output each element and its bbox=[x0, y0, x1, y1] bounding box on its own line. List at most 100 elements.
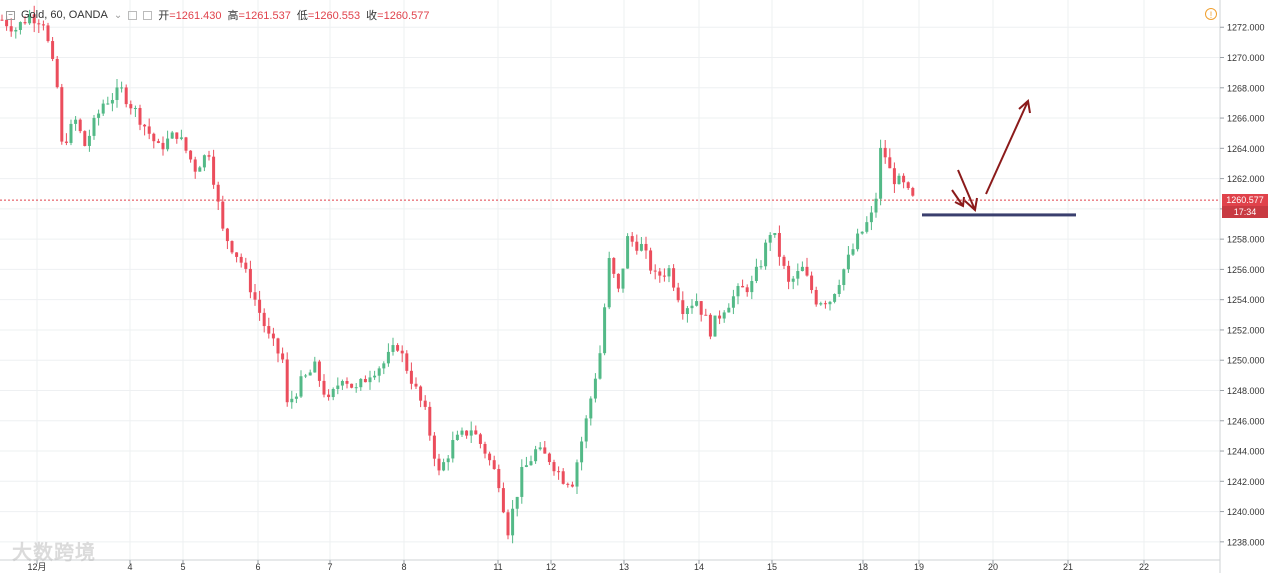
candle-body bbox=[819, 303, 823, 305]
candle-body bbox=[400, 350, 404, 354]
candle-body bbox=[101, 103, 105, 114]
candle bbox=[492, 455, 496, 470]
candle-body bbox=[106, 103, 110, 105]
candle bbox=[561, 468, 565, 485]
candle bbox=[64, 133, 68, 146]
visibility-square-icon[interactable] bbox=[143, 10, 153, 20]
candle-body bbox=[414, 383, 418, 387]
candle-body bbox=[179, 137, 183, 139]
candle bbox=[658, 267, 662, 283]
candle-body bbox=[814, 290, 818, 305]
drawings[interactable] bbox=[922, 99, 1076, 217]
candle bbox=[41, 20, 45, 31]
candle-body bbox=[281, 353, 285, 360]
candle bbox=[18, 21, 22, 35]
candle bbox=[110, 93, 114, 112]
candle bbox=[69, 119, 73, 146]
candle-body bbox=[409, 370, 413, 384]
candle-body bbox=[773, 233, 777, 235]
candle-body bbox=[55, 58, 59, 88]
candle-body bbox=[759, 266, 763, 268]
settings-square-icon[interactable] bbox=[128, 10, 138, 20]
candle-body bbox=[782, 256, 786, 266]
candle-body bbox=[869, 212, 873, 223]
candle-body bbox=[902, 175, 906, 183]
time-tick-label: 12月 bbox=[27, 562, 46, 572]
candle bbox=[322, 374, 326, 398]
candle bbox=[78, 118, 82, 134]
candle-body bbox=[635, 241, 639, 251]
candle-body bbox=[911, 188, 915, 196]
trend-arrow-down-2[interactable] bbox=[951, 189, 964, 207]
candle bbox=[906, 181, 910, 190]
candle bbox=[552, 459, 556, 476]
candle bbox=[639, 237, 643, 252]
candle-body bbox=[212, 156, 216, 185]
candle-body bbox=[368, 377, 372, 383]
candle-body bbox=[225, 228, 229, 242]
candle bbox=[869, 206, 873, 231]
symbol-label[interactable]: Gold, 60, OANDA bbox=[21, 9, 108, 21]
candle bbox=[787, 260, 791, 290]
low-value: =1260.553 bbox=[307, 10, 361, 22]
candle bbox=[317, 359, 321, 387]
candle bbox=[212, 149, 216, 189]
candle-body bbox=[607, 258, 611, 308]
candle bbox=[469, 421, 473, 443]
trend-arrow-up[interactable] bbox=[985, 100, 1029, 195]
candle-body bbox=[32, 14, 36, 24]
candle-body bbox=[244, 262, 248, 269]
candle-body bbox=[534, 449, 538, 462]
candle-body bbox=[524, 465, 528, 467]
open-value: =1261.430 bbox=[169, 10, 222, 22]
time-tick-label: 6 bbox=[255, 562, 260, 572]
candle-body bbox=[5, 19, 9, 27]
candle bbox=[773, 232, 777, 238]
candle bbox=[138, 104, 142, 131]
candle-body bbox=[768, 234, 772, 243]
candle-body bbox=[391, 345, 395, 352]
candle bbox=[612, 257, 616, 278]
candle bbox=[46, 22, 50, 43]
candle bbox=[570, 481, 574, 488]
support-line[interactable] bbox=[922, 213, 1076, 217]
collapse-icon[interactable]: − bbox=[6, 10, 15, 20]
close-value: =1260.577 bbox=[377, 10, 430, 22]
candle bbox=[607, 251, 611, 310]
candle bbox=[198, 165, 202, 172]
candle bbox=[796, 263, 800, 286]
candle bbox=[754, 258, 758, 284]
candle bbox=[55, 55, 59, 89]
candle bbox=[414, 377, 418, 390]
chevron-down-icon[interactable]: ⌄ bbox=[113, 9, 123, 21]
candle bbox=[143, 123, 147, 136]
candle-body bbox=[469, 430, 473, 436]
candle bbox=[722, 310, 726, 323]
candle-body bbox=[506, 512, 510, 536]
candle-body bbox=[474, 430, 478, 435]
candle-body bbox=[350, 383, 354, 388]
candle-body bbox=[9, 26, 13, 32]
candle bbox=[575, 459, 579, 494]
trend-arrow-down-1[interactable] bbox=[957, 169, 976, 211]
candle-body bbox=[750, 281, 754, 293]
candle-body bbox=[235, 252, 239, 257]
info-icon[interactable]: ! bbox=[1205, 8, 1217, 20]
candle-body bbox=[133, 108, 137, 110]
candle-body bbox=[874, 198, 878, 213]
candle bbox=[750, 275, 754, 300]
candle bbox=[534, 445, 538, 464]
candle bbox=[14, 27, 18, 39]
candle bbox=[515, 496, 519, 517]
candle-body bbox=[308, 372, 312, 376]
candle bbox=[152, 132, 156, 149]
time-tick-label: 22 bbox=[1139, 562, 1149, 572]
candle-body bbox=[299, 376, 303, 397]
candle bbox=[239, 253, 243, 268]
candle-body bbox=[552, 462, 556, 472]
candle-body bbox=[575, 462, 579, 487]
candle-body bbox=[851, 249, 855, 255]
price-tick-label: 1246.000 bbox=[1227, 416, 1265, 426]
candle bbox=[216, 181, 220, 211]
